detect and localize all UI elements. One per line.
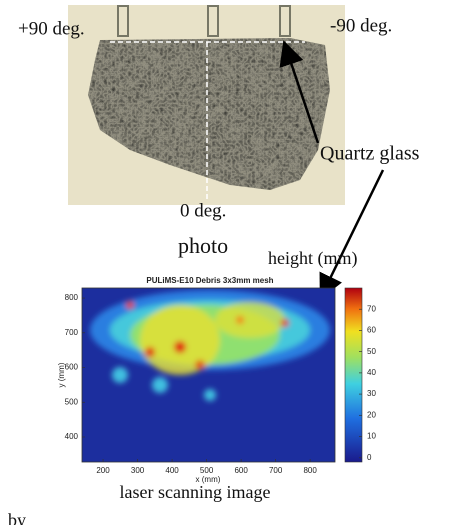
footer: by [8,510,26,525]
colorbar-tick-label: 0 [367,453,372,462]
x-axis-label: x (mm) [196,475,221,484]
colorbar-tick-label: 70 [367,304,376,313]
arrow [279,40,320,144]
x-tick-label: 500 [200,466,214,475]
colorbar-label: height (mm) [268,248,357,269]
x-tick-label: 400 [165,466,179,475]
left-label: +90 deg. [18,18,85,39]
x-tick-label: 200 [96,466,110,475]
heatmap-caption: laser scanning image [120,482,271,502]
photo [68,5,345,205]
plot-frame [81,287,336,463]
colorbar-tick-label: 60 [367,326,376,335]
colorbar-tick-label: 50 [367,347,376,356]
heatmap-title: PULiMS-E10 Debris 3x3mm mesh [146,276,273,285]
y-tick-label: 400 [65,432,79,441]
x-tick-label: 800 [303,466,317,475]
x-tick-label: 300 [131,466,145,475]
colorbar-tick-label: 30 [367,389,376,398]
colorbar-tick-label: 40 [367,368,376,377]
photo-caption: photo [178,233,228,258]
y-tick-label: 500 [65,397,79,406]
colorbar-tick-label: 20 [367,410,376,419]
colorbar-tick-label: 10 [367,432,376,441]
bottom-label: 0 deg. [180,200,226,221]
y-tick-label: 800 [65,293,79,302]
colorbar [344,287,363,463]
arrow [319,169,385,300]
y-axis-label: y (mm) [57,362,66,387]
y-tick-label: 700 [65,328,79,337]
heatmap-image [82,288,335,462]
y-tick-label: 600 [65,363,79,372]
annotation: Quartz glass [320,143,420,165]
x-tick-label: 700 [269,466,283,475]
x-tick-label: 600 [234,466,248,475]
right-label: -90 deg. [330,15,392,36]
